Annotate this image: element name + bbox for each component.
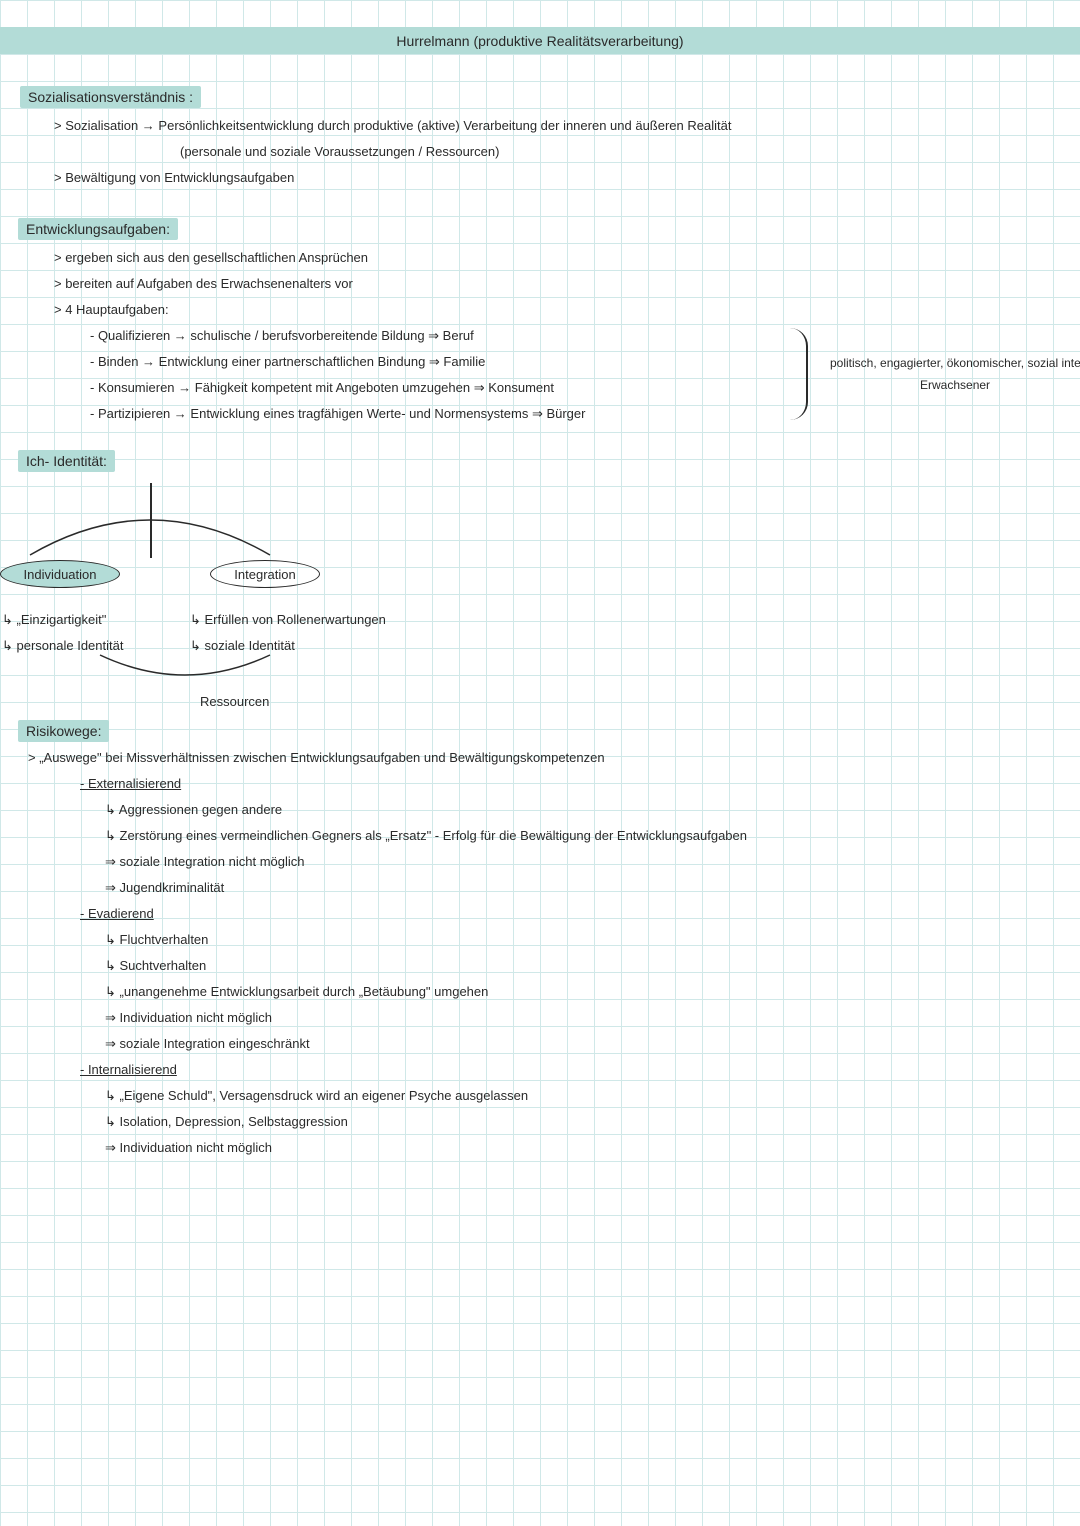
subheading: - Evadierend: [80, 906, 154, 921]
text-line: > bereiten auf Aufgaben des Erwachsenena…: [54, 276, 353, 291]
text-line: ↳ Suchtverhalten: [105, 958, 206, 974]
text-line: ⇒ Individuation nicht möglich: [105, 1140, 272, 1156]
bubble-individuation: Individuation: [0, 560, 120, 588]
subheading: - Externalisierend: [80, 776, 181, 791]
bubble-label: Integration: [234, 567, 295, 582]
text-line: Ressourcen: [200, 694, 269, 709]
text-line: > ergeben sich aus den gesellschaftliche…: [54, 250, 368, 265]
text-line: ↳ Isolation, Depression, Selbstaggressio…: [105, 1114, 348, 1130]
text-line: ↳ „unangenehme Entwicklungsarbeit durch …: [105, 984, 488, 1000]
diagram-curve: [30, 500, 270, 560]
text-line: > 4 Hauptaufgaben:: [54, 302, 169, 317]
section-heading-entwicklungsaufgaben: Entwicklungsaufgaben:: [18, 218, 178, 240]
text-line: ↳ Zerstörung eines vermeindlichen Gegner…: [105, 828, 747, 844]
section-heading-sozialisation: Sozialisationsverständnis :: [20, 86, 201, 108]
text-line: > Bewältigung von Entwicklungsaufgaben: [54, 170, 294, 185]
bubble-integration: Integration: [210, 560, 320, 588]
text-line: - Partizipieren → Entwicklung eines trag…: [90, 406, 585, 422]
text-line: > Sozialisation → Persönlichkeitsentwick…: [54, 118, 731, 133]
brace-label: politisch, engagierter, ökonomischer, so…: [830, 356, 1080, 370]
bubble-label: Individuation: [24, 567, 97, 582]
text-line: ↳ Fluchtverhalten: [105, 932, 208, 948]
text-line: ⇒ Individuation nicht möglich: [105, 1010, 272, 1026]
diagram-curve: [100, 655, 270, 685]
page-title: Hurrelmann (produktive Realitätsverarbei…: [396, 33, 683, 49]
text-line: ↳ Erfüllen von Rollenerwartungen: [190, 612, 386, 628]
brace-icon: [790, 328, 808, 420]
brace-label: Erwachsener: [920, 378, 990, 392]
text-line: ↳ personale Identität: [2, 638, 123, 654]
text-line: ⇒ Jugendkriminalität: [105, 880, 224, 896]
text-line: ↳ soziale Identität: [190, 638, 295, 654]
text-line: ⇒ soziale Integration nicht möglich: [105, 854, 305, 870]
text-line: ↳ „Einzigartigkeit": [2, 612, 106, 628]
text-line: ↳ Aggressionen gegen andere: [105, 802, 282, 818]
text-line: - Konsumieren → Fähigkeit kompetent mit …: [90, 380, 554, 396]
page-title-bar: Hurrelmann (produktive Realitätsverarbei…: [0, 27, 1080, 54]
subheading: - Internalisierend: [80, 1062, 177, 1077]
text-line: - Binden → Entwicklung einer partnerscha…: [90, 354, 485, 370]
text-line: ↳ „Eigene Schuld", Versagensdruck wird a…: [105, 1088, 528, 1104]
text-line: (personale und soziale Voraussetzungen /…: [180, 144, 499, 159]
text-line: ⇒ soziale Integration eingeschränkt: [105, 1036, 310, 1052]
text-line: > „Auswege" bei Missverhältnissen zwisch…: [28, 750, 605, 765]
section-heading-risikowege: Risikowege:: [18, 720, 109, 742]
text-line: - Qualifizieren → schulische / berufsvor…: [90, 328, 474, 344]
section-heading-identitaet: Ich- Identität:: [18, 450, 115, 472]
